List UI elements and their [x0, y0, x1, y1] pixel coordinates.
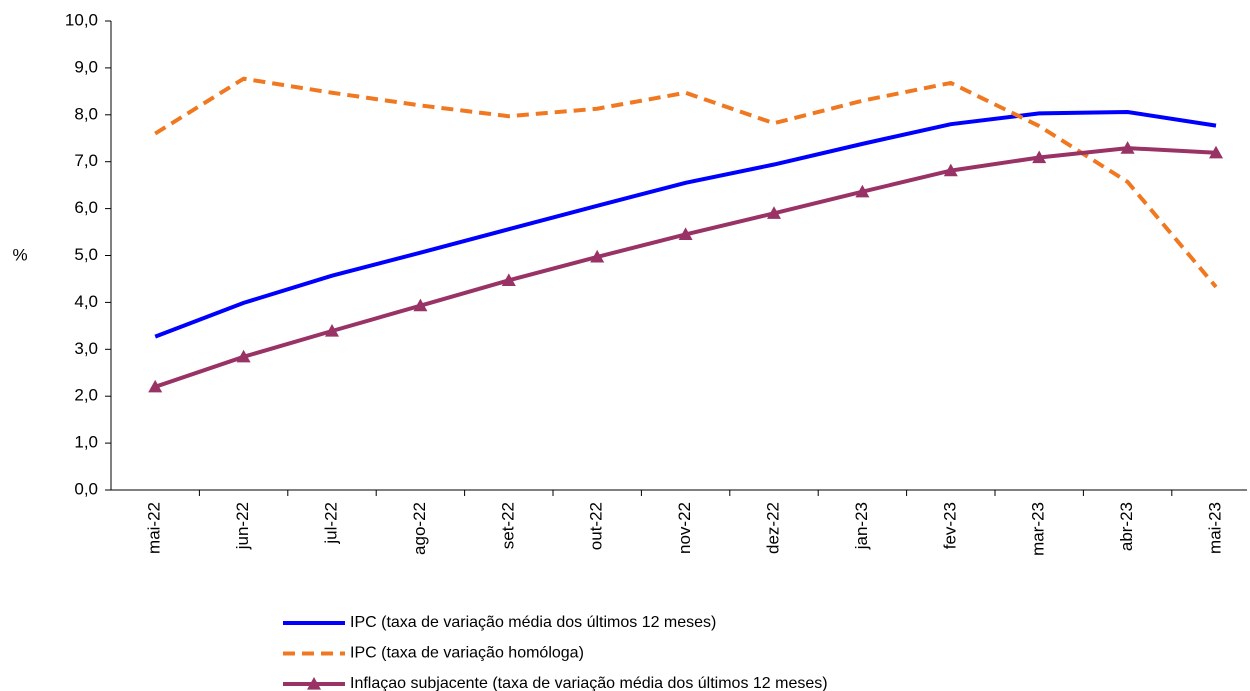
legend-label: IPC (taxa de variação homóloga) — [350, 645, 584, 662]
y-tick-label: 7,0 — [74, 151, 98, 170]
y-tick-label: 9,0 — [74, 57, 98, 76]
y-tick-label: 1,0 — [74, 433, 98, 452]
point-marker — [678, 227, 693, 240]
x-tick-label: mar-23 — [1029, 502, 1048, 556]
x-tick-label: ago-22 — [410, 502, 429, 555]
y-tick-label: 10,0 — [65, 10, 98, 29]
x-tick-label: fev-23 — [940, 502, 959, 549]
x-tick-label: out-22 — [587, 502, 606, 550]
x-tick-label: dez-22 — [763, 502, 782, 554]
x-tick-label: jan-23 — [852, 502, 871, 550]
legend-label: Inflaçao subjacente (taxa de variação mé… — [350, 675, 828, 691]
x-tick-label: abr-23 — [1117, 502, 1136, 551]
point-marker — [325, 324, 339, 337]
y-tick-label: 6,0 — [74, 198, 98, 217]
x-tick-label: mai-22 — [145, 502, 164, 554]
point-marker — [1209, 145, 1223, 159]
x-tick-label: jun-22 — [233, 502, 252, 550]
point-marker — [590, 249, 605, 263]
point-marker — [767, 206, 781, 219]
series-line — [154, 109, 1217, 339]
point-marker — [1120, 141, 1135, 154]
point-marker — [413, 298, 428, 312]
point-marker — [943, 163, 958, 177]
point-marker — [1032, 150, 1047, 164]
series-line — [154, 76, 1218, 289]
y-tick-label: 2,0 — [74, 386, 98, 405]
y-tick-label: 0,0 — [74, 479, 98, 498]
point-marker — [501, 273, 516, 286]
x-tick-label: mai-23 — [1205, 502, 1224, 554]
point-marker — [148, 379, 163, 393]
y-tick-label: 8,0 — [74, 104, 98, 123]
y-tick-label: 4,0 — [74, 292, 98, 311]
x-tick-label: set-22 — [498, 502, 517, 549]
x-tick-label: nov-22 — [675, 502, 694, 554]
y-tick-label: 5,0 — [74, 245, 98, 264]
point-marker — [236, 349, 251, 363]
y-tick-label: 3,0 — [74, 339, 98, 358]
point-marker — [855, 184, 870, 198]
legend-marker — [307, 677, 321, 690]
y-axis-label: % — [12, 245, 27, 264]
legend-label: IPC (taxa de variação média dos últimos … — [350, 614, 716, 631]
x-tick-label: jul-22 — [321, 502, 340, 545]
